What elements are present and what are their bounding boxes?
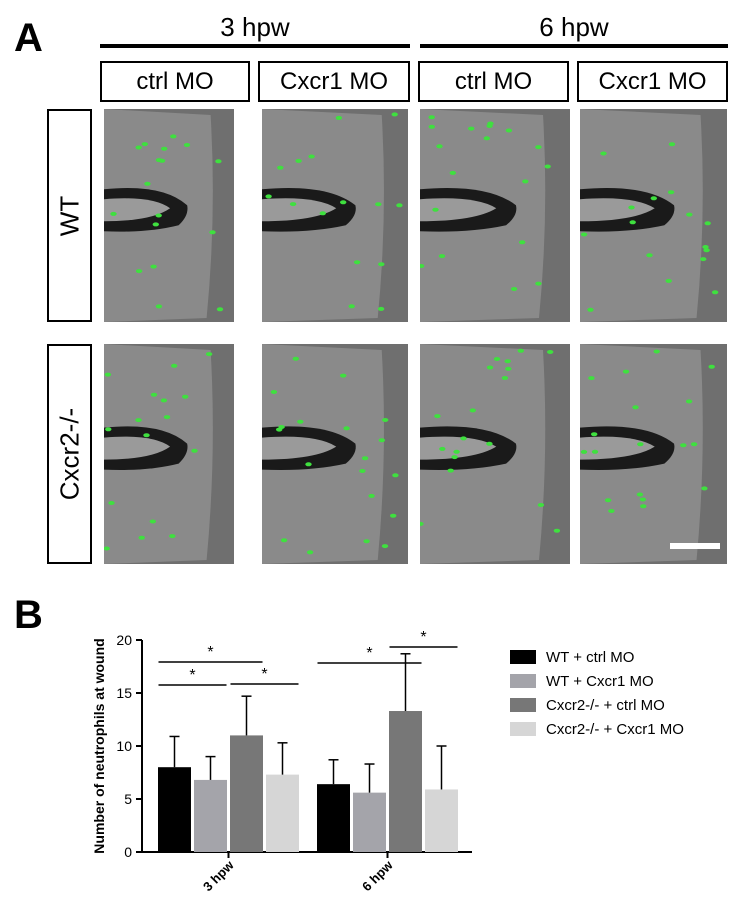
legend-swatch [510, 650, 536, 664]
micrograph-wt-ctrl-6hpw [420, 109, 570, 322]
legend-label: WT + ctrl MO [546, 648, 635, 666]
significance-label: * [207, 644, 213, 661]
y-axis-label: Number of neutrophils at wound [91, 638, 107, 853]
chart-legend: WT + ctrl MO WT + Cxcr1 MO Cxcr2-/- + ctrl… [510, 645, 735, 741]
micrograph-wt-ctrl-3hpw [104, 109, 234, 322]
column-header-cxcr1-mo-6hpw: Cxcr1 MO [577, 61, 728, 102]
x-tick-label: 6 hpw [359, 857, 396, 894]
bar [158, 767, 191, 852]
y-tick-label: 0 [124, 844, 132, 860]
legend-swatch [510, 674, 536, 688]
micrograph-cxcr2-ctrl-6hpw [420, 344, 570, 564]
significance-label: * [261, 666, 267, 683]
micrograph-cxcr2-cxcr1-3hpw [262, 344, 408, 564]
bar [389, 711, 422, 852]
row-header-wt: WT [47, 109, 92, 322]
legend-swatch [510, 698, 536, 712]
legend-swatch [510, 722, 536, 736]
y-tick-label: 5 [124, 791, 132, 807]
group-title-6hpw: 6 hpw [539, 12, 609, 42]
y-tick-label: 15 [116, 685, 132, 701]
micrograph-wt-cxcr1-3hpw [262, 109, 408, 322]
column-header-ctrl-mo-3hpw: ctrl MO [100, 61, 250, 102]
scale-bar [670, 543, 720, 549]
group-line-3hpw [100, 44, 410, 48]
legend-label: WT + Cxcr1 MO [546, 672, 654, 690]
row-header-cxcr2: Cxcr2-/- [47, 344, 92, 564]
bar [230, 735, 263, 852]
significance-label: * [420, 629, 426, 646]
legend-item: WT + Cxcr1 MO [510, 669, 735, 693]
y-tick-label: 10 [116, 738, 132, 754]
micrograph-cxcr2-ctrl-3hpw [104, 344, 234, 564]
micrograph-wt-cxcr1-6hpw [580, 109, 727, 322]
panel-b-label: B [14, 593, 43, 637]
significance-label: * [366, 645, 372, 662]
column-header-cxcr1-mo-3hpw: Cxcr1 MO [258, 61, 410, 102]
legend-label: Cxcr2-/- + Cxcr1 MO [546, 720, 684, 738]
bar [317, 784, 350, 852]
bar [353, 792, 386, 852]
panel-a-label: A [14, 16, 43, 60]
legend-item: WT + ctrl MO [510, 645, 735, 669]
legend-label: Cxcr2-/- + ctrl MO [546, 696, 665, 714]
significance-label: * [189, 667, 195, 684]
legend-item: Cxcr2-/- + ctrl MO [510, 693, 735, 717]
bar [425, 789, 458, 852]
y-tick-label: 20 [116, 632, 132, 648]
group-line-6hpw [420, 44, 728, 48]
legend-item: Cxcr2-/- + Cxcr1 MO [510, 717, 735, 741]
x-tick-label: 3 hpw [200, 857, 237, 894]
group-title-3hpw: 3 hpw [220, 12, 290, 42]
bar [266, 774, 299, 852]
bar [194, 779, 227, 852]
column-header-ctrl-mo-6hpw: ctrl MO [418, 61, 569, 102]
micrograph-cxcr2-cxcr1-6hpw [580, 344, 727, 564]
